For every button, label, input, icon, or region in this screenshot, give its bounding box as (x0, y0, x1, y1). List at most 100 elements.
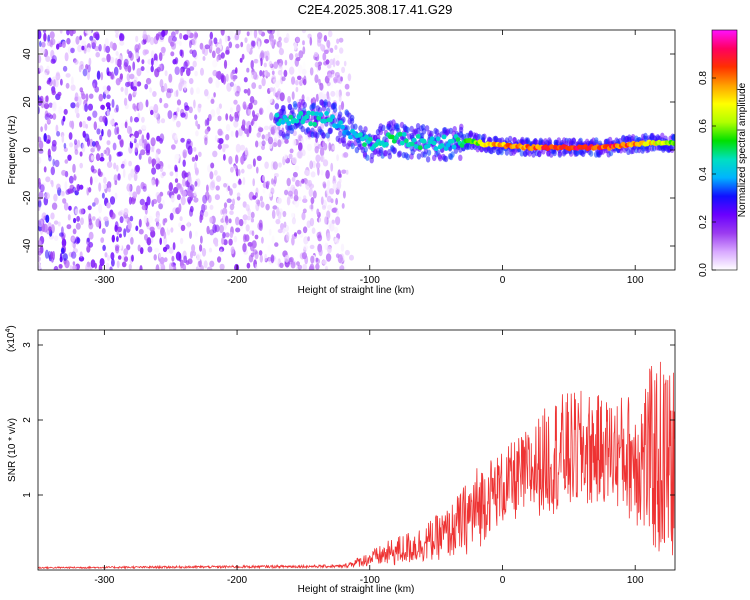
noise-speck (250, 217, 254, 223)
noise-speck (70, 251, 77, 259)
noise-speck (215, 185, 220, 191)
noise-speck (320, 155, 324, 162)
noise-speck (184, 105, 190, 111)
signal-halo (353, 123, 358, 130)
noise-speck (135, 35, 139, 43)
noise-speck (323, 35, 328, 42)
noise-speck (74, 92, 79, 102)
noise-speck (52, 102, 57, 112)
noise-speck (155, 264, 160, 270)
signal-halo (302, 101, 307, 109)
noise-speck (61, 169, 67, 176)
noise-speck (291, 76, 296, 85)
noise-speck (324, 216, 328, 225)
noise-speck (58, 264, 63, 269)
noise-speck (234, 90, 240, 97)
noise-speck (326, 195, 332, 203)
noise-speck (302, 208, 307, 214)
noise-speck (251, 230, 255, 237)
signal-point (425, 143, 431, 149)
noise-speck (318, 231, 322, 236)
signal-point (360, 136, 365, 142)
noise-speck (261, 77, 266, 87)
noise-speck (223, 239, 228, 246)
noise-speck (344, 83, 350, 90)
noise-speck (75, 170, 80, 177)
noise-speck (310, 197, 315, 204)
noise-speck (95, 153, 101, 162)
noise-speck (62, 65, 68, 72)
noise-speck (167, 222, 171, 231)
noise-speck (194, 181, 198, 187)
noise-speck (128, 196, 132, 205)
noise-speck (282, 228, 286, 234)
noise-speck (276, 30, 280, 38)
noise-speck (67, 154, 72, 161)
snr-y-multiplier: (x104) (5, 325, 17, 352)
noise-speck (349, 254, 354, 261)
y-tick-label: -40 (22, 238, 33, 253)
noise-speck (115, 104, 119, 113)
noise-speck (80, 217, 84, 225)
noise-speck (51, 202, 58, 210)
noise-speck (168, 73, 173, 83)
snr-panel: 1 2 3 -300 -200 -100 0 100 Height of straight … (5, 325, 676, 595)
noise-speck (191, 49, 197, 58)
noise-speck (38, 251, 42, 256)
noise-speck (86, 137, 91, 147)
signal-halo (426, 149, 432, 156)
noise-speck (105, 262, 110, 270)
noise-speck (201, 247, 207, 257)
signal-point (441, 134, 447, 140)
noise-speck (341, 203, 345, 209)
noise-speck (327, 246, 332, 254)
noise-speck (45, 214, 50, 223)
noise-speck (306, 96, 310, 102)
noise-speck (317, 64, 321, 71)
noise-speck (327, 96, 331, 102)
noise-speck (283, 69, 288, 77)
noise-speck (98, 115, 104, 123)
signal-halo (415, 123, 421, 130)
signal-halo (321, 132, 326, 139)
noise-speck (150, 109, 154, 116)
noise-speck (235, 43, 240, 49)
noise-speck (133, 172, 138, 182)
noise-speck (204, 137, 208, 146)
noise-speck (139, 198, 145, 206)
signal-halo (424, 125, 430, 132)
noise-speck (298, 64, 303, 74)
snr-x-ticks: -300 -200 -100 0 100 (94, 330, 644, 586)
noise-speck (112, 142, 117, 151)
signal-halo (293, 103, 298, 110)
noise-speck (170, 51, 175, 57)
noise-speck (40, 99, 45, 109)
spectrogram-signal-trace (273, 99, 675, 164)
snr-y-label: SNR (10 * v/v) (7, 418, 18, 482)
noise-speck (142, 30, 147, 40)
noise-speck (314, 146, 319, 154)
noise-speck (238, 127, 243, 137)
noise-speck (180, 137, 185, 143)
noise-speck (96, 143, 101, 152)
noise-speck (263, 125, 270, 131)
noise-speck (101, 128, 104, 137)
noise-speck (225, 113, 229, 121)
noise-speck (223, 183, 228, 188)
noise-speck (110, 71, 114, 80)
noise-speck (66, 224, 72, 230)
noise-speck (50, 58, 56, 64)
noise-speck (235, 216, 240, 226)
noise-speck (326, 179, 331, 188)
noise-speck (116, 151, 122, 157)
noise-speck (105, 149, 108, 156)
noise-speck (298, 50, 304, 59)
noise-speck (71, 40, 76, 47)
noise-speck (338, 95, 342, 102)
noise-speck (79, 251, 83, 258)
noise-speck (98, 44, 102, 52)
noise-speck (121, 261, 127, 268)
noise-speck (101, 57, 106, 63)
noise-speck (271, 235, 275, 244)
noise-speck (235, 154, 239, 164)
